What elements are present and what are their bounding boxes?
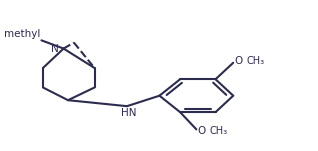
Text: N: N — [52, 44, 59, 54]
Text: O: O — [198, 126, 206, 136]
Text: HN: HN — [121, 108, 136, 118]
Text: methyl: methyl — [3, 29, 40, 39]
Text: CH₃: CH₃ — [210, 126, 228, 136]
Text: CH₃: CH₃ — [246, 56, 265, 66]
Text: O: O — [235, 56, 243, 66]
